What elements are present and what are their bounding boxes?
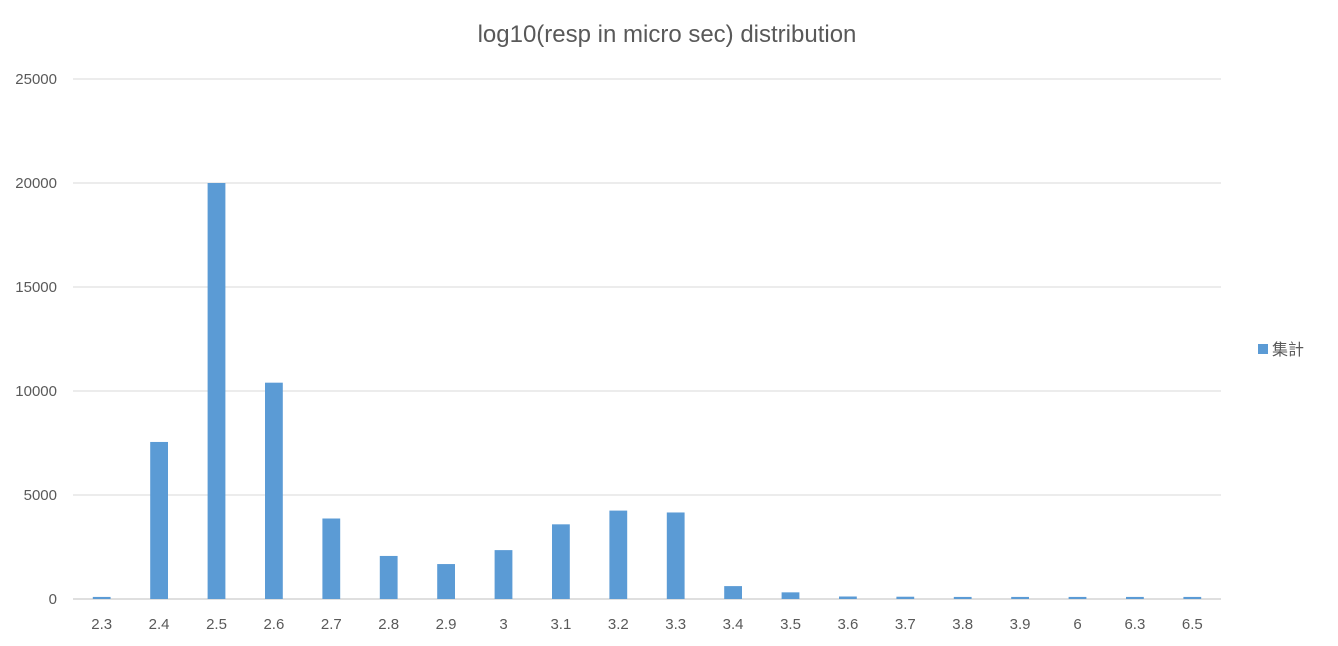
bar xyxy=(724,586,742,599)
x-tick-label: 3.3 xyxy=(665,616,686,633)
bars xyxy=(92,183,1202,599)
x-tick-label: 3.1 xyxy=(550,616,571,633)
x-tick-label: 2.9 xyxy=(436,616,457,633)
chart-title: log10(resp in micro sec) distribution xyxy=(478,21,857,48)
x-tick-label: 2.8 xyxy=(378,616,399,633)
x-tick-label: 6.5 xyxy=(1182,616,1203,633)
bar xyxy=(552,524,570,599)
bar xyxy=(150,441,168,599)
x-tick-label: 3.4 xyxy=(723,616,744,633)
bar xyxy=(92,596,111,599)
y-tick-label: 25000 xyxy=(15,71,57,88)
y-axis-ticks: 0 5000 10000 15000 20000 25000 xyxy=(15,71,57,608)
bar xyxy=(839,596,857,599)
bar xyxy=(896,596,915,599)
gridlines xyxy=(73,78,1221,600)
bar xyxy=(265,382,283,599)
bar xyxy=(322,518,341,599)
bar xyxy=(437,564,455,599)
x-tick-label: 3.7 xyxy=(895,616,916,633)
bar xyxy=(781,592,800,599)
bar xyxy=(1183,596,1202,599)
bar xyxy=(1068,596,1087,599)
x-tick-label: 2.6 xyxy=(263,616,284,633)
bar xyxy=(666,512,685,599)
y-tick-label: 10000 xyxy=(15,383,57,400)
legend-label: 集計 xyxy=(1272,340,1304,359)
bar xyxy=(953,596,972,599)
x-tick-label: 3.5 xyxy=(780,616,801,633)
y-tick-label: 5000 xyxy=(24,487,57,504)
x-tick-label: 3.2 xyxy=(608,616,629,633)
y-tick-label: 20000 xyxy=(15,175,57,192)
y-tick-label: 15000 xyxy=(15,279,57,296)
y-tick-label: 0 xyxy=(49,591,57,608)
legend: 集計 xyxy=(1258,340,1304,359)
bar xyxy=(1011,596,1029,599)
x-tick-label: 2.4 xyxy=(149,616,170,633)
x-tick-label: 6.3 xyxy=(1124,616,1145,633)
bar xyxy=(1126,596,1144,599)
x-tick-label: 3.6 xyxy=(837,616,858,633)
bar xyxy=(494,550,513,599)
x-tick-label: 3.9 xyxy=(1010,616,1031,633)
x-axis-ticks: 2.3 2.4 2.5 2.6 2.7 2.8 2.9 3 3.1 3.2 3.3 3.4 3.5 3.6… xyxy=(91,616,1202,633)
x-tick-label: 3.8 xyxy=(952,616,973,633)
x-tick-label: 3 xyxy=(499,616,507,633)
x-tick-label: 2.3 xyxy=(91,616,112,633)
legend-swatch xyxy=(1258,344,1268,354)
x-tick-label: 2.7 xyxy=(321,616,342,633)
x-tick-label: 6 xyxy=(1073,616,1081,633)
bar xyxy=(379,555,398,599)
bar xyxy=(207,183,226,599)
x-tick-label: 2.5 xyxy=(206,616,227,633)
bar xyxy=(609,510,628,599)
